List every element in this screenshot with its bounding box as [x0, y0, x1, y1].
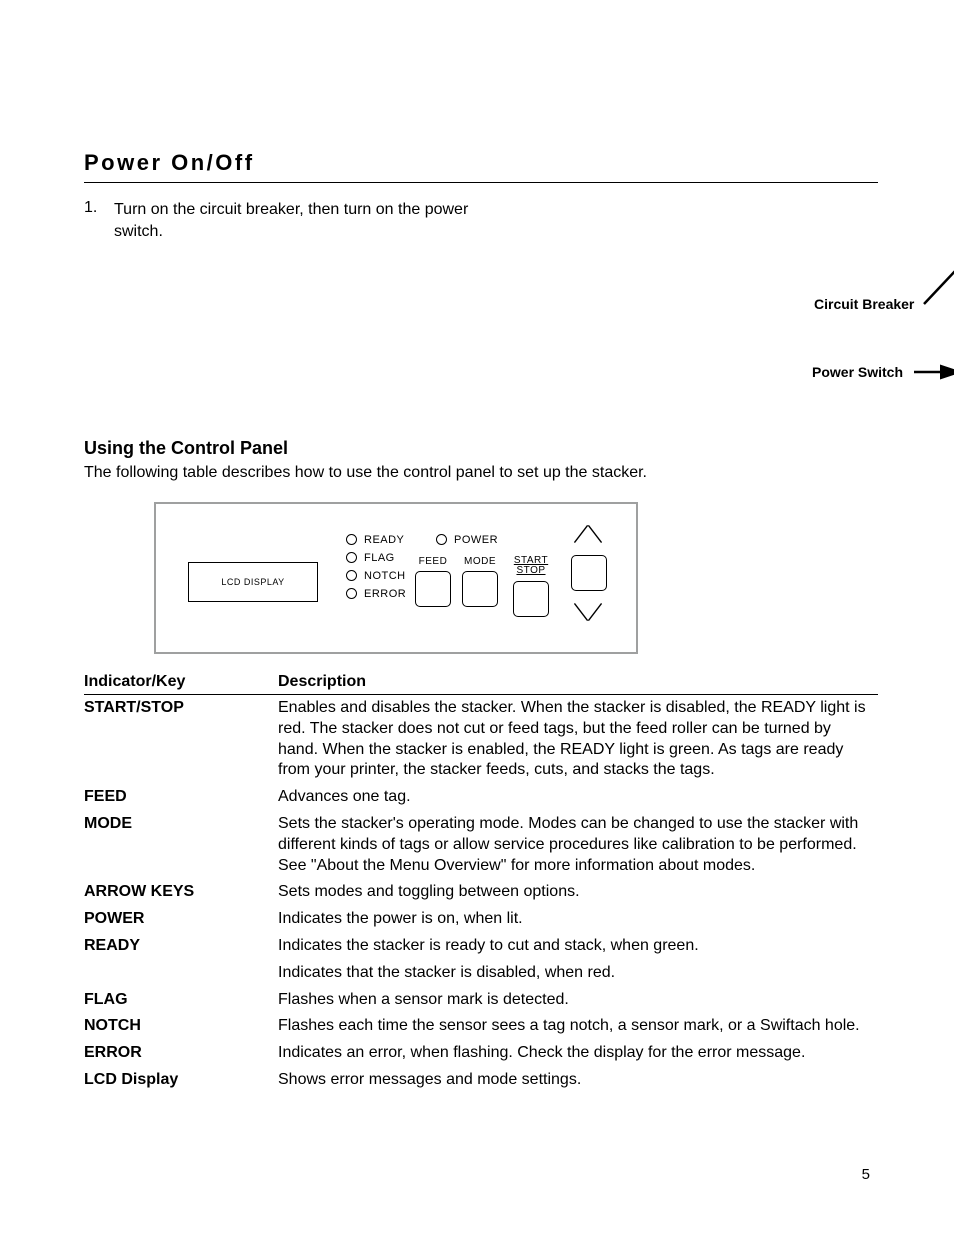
led-icon — [346, 588, 357, 599]
table-cell-desc: Flashes when a sensor mark is detected. — [278, 987, 878, 1014]
table-row: START/STOPEnables and disables the stack… — [84, 694, 878, 784]
table-cell-key: READY — [84, 933, 278, 960]
instruction-list: 1. Turn on the circuit breaker, then tur… — [84, 199, 878, 242]
page: Power On/Off 1. Turn on the circuit brea… — [0, 0, 954, 1235]
status-ready: READY — [346, 534, 406, 546]
status-flag: FLAG — [346, 552, 406, 564]
status-label: NOTCH — [364, 570, 406, 582]
label-circuit-breaker: Circuit Breaker — [814, 296, 914, 312]
table-cell-key: NOTCH — [84, 1013, 278, 1040]
table-cell-desc: Indicates the power is on, when lit. — [278, 906, 878, 933]
heading-control-panel: Using the Control Panel — [84, 438, 878, 459]
table-row: NOTCHFlashes each time the sensor sees a… — [84, 1013, 878, 1040]
table-cell-desc: Sets modes and toggling between options. — [278, 879, 878, 906]
table-cell-desc: Indicates an error, when flashing. Check… — [278, 1040, 878, 1067]
table-row: ARROW KEYSSets modes and toggling betwee… — [84, 879, 878, 906]
mode-label: MODE — [462, 556, 498, 567]
indicator-table: Indicator/Key Description START/STOPEnab… — [84, 670, 878, 1094]
feed-button-group: FEED — [415, 556, 451, 607]
start-stop-button-group: STARTSTOP — [513, 556, 549, 617]
feed-label: FEED — [415, 556, 451, 567]
arrow-keys-group — [571, 526, 607, 620]
table-cell-key: ERROR — [84, 1040, 278, 1067]
table-cell-desc: Sets the stacker's operating mode. Modes… — [278, 811, 878, 879]
instruction-text: Turn on the circuit breaker, then turn o… — [114, 199, 484, 242]
arrow-up-icon — [575, 526, 601, 543]
table-row: POWERIndicates the power is on, when lit… — [84, 906, 878, 933]
table-row: ERRORIndicates an error, when flashing. … — [84, 1040, 878, 1067]
arrow-down-icon — [575, 603, 601, 620]
table-header-key: Indicator/Key — [84, 670, 278, 695]
feed-button — [415, 571, 451, 607]
table-cell-key: MODE — [84, 811, 278, 879]
table-row: MODESets the stacker's operating mode. M… — [84, 811, 878, 879]
instruction-number: 1. — [84, 199, 114, 242]
label-power-switch: Power Switch — [812, 364, 903, 380]
mode-button-group: MODE — [462, 556, 498, 607]
status-error: ERROR — [346, 588, 406, 600]
start-stop-button — [513, 581, 549, 617]
status-indicators: READY FLAG NOTCH ERROR — [346, 534, 406, 606]
table-row: LCD DisplayShows error messages and mode… — [84, 1067, 878, 1094]
control-panel-diagram: LCD DISPLAY READY FLAG NOTCH ERROR POWER… — [154, 502, 638, 654]
start-stop-label: STARTSTOP — [513, 556, 549, 577]
table-cell-key: LCD Display — [84, 1067, 278, 1094]
heading-power-on-off: Power On/Off — [84, 150, 878, 183]
table-row: FLAGFlashes when a sensor mark is detect… — [84, 987, 878, 1014]
table-row: FEEDAdvances one tag. — [84, 784, 878, 811]
table-row: READYIndicates the stacker is ready to c… — [84, 933, 878, 960]
table-cell-desc: Shows error messages and mode settings. — [278, 1067, 878, 1094]
table-cell-key: FEED — [84, 784, 278, 811]
status-label: FLAG — [364, 552, 395, 564]
table-cell-desc: Advances one tag. — [278, 784, 878, 811]
table-cell-desc: Indicates the stacker is ready to cut an… — [278, 933, 878, 960]
lcd-display: LCD DISPLAY — [188, 562, 318, 602]
table-cell-desc: Enables and disables the stacker. When t… — [278, 694, 878, 784]
led-icon — [436, 534, 447, 545]
table-cell-desc: Flashes each time the sensor sees a tag … — [278, 1013, 878, 1040]
intro-text: The following table describes how to use… — [84, 463, 878, 484]
table-cell-desc: Indicates that the stacker is disabled, … — [278, 960, 878, 987]
arrow-button — [571, 555, 607, 591]
table-cell-key: START/STOP — [84, 694, 278, 784]
status-label: READY — [364, 534, 404, 546]
led-icon — [346, 552, 357, 563]
table-cell-key — [84, 960, 278, 987]
table-body: START/STOPEnables and disables the stack… — [84, 694, 878, 1093]
table-cell-key: ARROW KEYS — [84, 879, 278, 906]
led-icon — [346, 570, 357, 581]
table-header-row: Indicator/Key Description — [84, 670, 878, 695]
table-header-desc: Description — [278, 670, 878, 695]
page-number: 5 — [862, 1166, 870, 1183]
status-notch: NOTCH — [346, 570, 406, 582]
table-row: Indicates that the stacker is disabled, … — [84, 960, 878, 987]
power-indicator: POWER — [436, 534, 498, 546]
table-cell-key: FLAG — [84, 987, 278, 1014]
led-icon — [346, 534, 357, 545]
mode-button — [462, 571, 498, 607]
table-cell-key: POWER — [84, 906, 278, 933]
status-label: ERROR — [364, 588, 406, 600]
power-label: POWER — [454, 534, 498, 546]
